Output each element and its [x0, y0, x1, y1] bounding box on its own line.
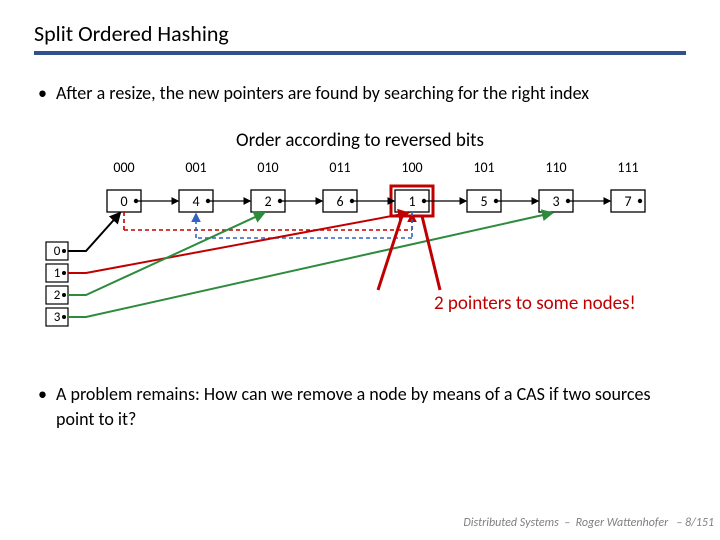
diagram-svg: 000000140102011610011015110311170123 [34, 158, 686, 348]
bucket-label: 2 [54, 288, 61, 303]
title-rule [34, 51, 686, 55]
ptr-dot [350, 199, 354, 203]
bucket-label: 0 [54, 244, 61, 259]
bits-label: 000 [113, 159, 134, 176]
ptr-dot [494, 199, 498, 203]
bucket-arrow [68, 213, 408, 273]
ptr-dot [206, 199, 210, 203]
bucket-dot [62, 315, 66, 319]
bucket-label: 3 [54, 310, 61, 325]
ptr-dot [566, 199, 570, 203]
subheading: Order according to reversed bits [34, 129, 686, 152]
footer: Distributed Systems – Roger Wattenhofer … [463, 516, 714, 530]
bucket-arrow [68, 213, 120, 251]
node-value: 7 [624, 193, 631, 210]
node-value: 2 [264, 193, 271, 210]
footer-author: Roger Wattenhofer [576, 516, 669, 530]
bullet-top: After a resize, the new pointers are fou… [34, 81, 686, 105]
footer-page: – 8/151 [676, 516, 714, 530]
ptr-dot [278, 199, 282, 203]
node-value: 3 [552, 193, 559, 210]
bucket-label: 1 [54, 266, 61, 281]
bits-label: 100 [401, 159, 422, 176]
bucket-dot [62, 249, 66, 253]
bits-label: 011 [329, 159, 350, 176]
node-value: 0 [120, 193, 127, 210]
ptr-dot [134, 199, 138, 203]
bits-label: 111 [617, 159, 638, 176]
footer-sep: – [564, 516, 570, 530]
node-value: 5 [480, 193, 487, 210]
bucket-arrow [68, 213, 264, 295]
ptr-dot [422, 199, 426, 203]
bits-label: 110 [545, 159, 566, 176]
bucket-dot [62, 293, 66, 297]
node-value: 1 [408, 193, 415, 210]
callout-line [378, 216, 402, 290]
diagram: 000000140102011610011015110311170123 2 p… [34, 158, 686, 348]
callout-line [422, 216, 440, 290]
callout-text: 2 pointers to some nodes! [434, 292, 636, 315]
bullet-bottom: A problem remains: How can we remove a n… [34, 382, 686, 431]
node-value: 4 [192, 193, 199, 210]
bits-label: 001 [185, 159, 206, 176]
node-value: 6 [336, 193, 343, 210]
bucket-dot [62, 271, 66, 275]
footer-course: Distributed Systems [463, 516, 558, 530]
bits-label: 010 [257, 159, 278, 176]
ptr-dot [638, 199, 642, 203]
slide-title: Split Ordered Hashing [34, 20, 686, 47]
bits-label: 101 [473, 159, 494, 176]
